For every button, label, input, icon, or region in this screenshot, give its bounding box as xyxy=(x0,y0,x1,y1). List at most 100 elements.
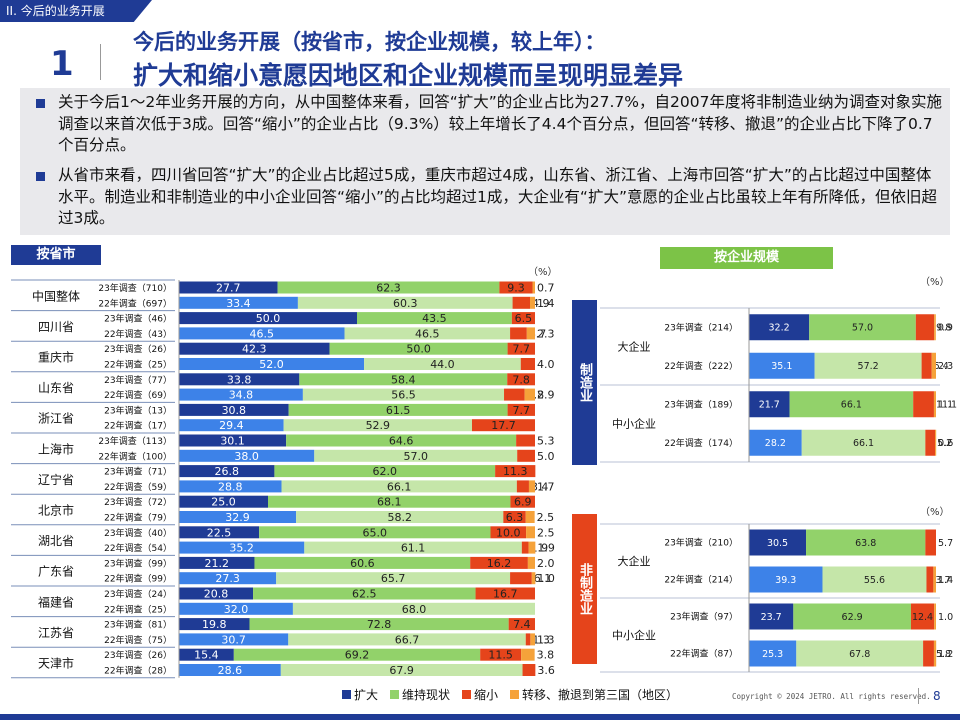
legend-label: 扩大 xyxy=(354,688,379,702)
bar-segment xyxy=(525,633,531,646)
company-size-name: 中小企业 xyxy=(612,628,656,642)
data-label: 27.7 xyxy=(216,281,241,294)
data-label: 66.7 xyxy=(395,633,420,646)
page-number: 8 xyxy=(933,689,941,703)
bar-segment xyxy=(528,541,536,554)
data-label: 66.1 xyxy=(841,400,862,411)
survey-year-label: 22年调查（79） xyxy=(104,512,172,524)
bar-segment xyxy=(507,373,535,386)
data-label: 52.0 xyxy=(259,358,284,371)
survey-year-label: 23年调查（24） xyxy=(104,588,172,600)
data-label: 58.2 xyxy=(387,511,412,524)
bar-segment xyxy=(749,603,794,630)
data-label: 5.2 xyxy=(937,438,952,449)
legend-swatch xyxy=(510,690,520,699)
bar-segment xyxy=(526,526,535,539)
bar-segment xyxy=(925,529,936,556)
data-label: 9.8 xyxy=(936,323,951,334)
data-label: 46.5 xyxy=(250,327,275,340)
legend-label: 维持现状 xyxy=(402,688,451,702)
data-label: 66.1 xyxy=(387,480,412,493)
bar-segment xyxy=(923,640,934,667)
bar-segment xyxy=(274,465,496,478)
bar-segment xyxy=(268,495,511,508)
data-label: 3.4 xyxy=(531,480,549,493)
chart-legend: 扩大 维持现状 缩小 转移、撤退到第三国（地区） xyxy=(342,686,678,703)
bar-segment xyxy=(179,556,255,569)
survey-year-label: 23年调查（13） xyxy=(104,404,172,416)
bar-segment xyxy=(179,296,298,309)
data-label: 39.3 xyxy=(775,575,796,586)
data-label: 66.1 xyxy=(853,438,874,449)
bar-segment xyxy=(806,529,926,556)
bar-segment xyxy=(749,429,802,456)
data-label: 57.0 xyxy=(403,450,428,463)
data-label: 22.5 xyxy=(207,526,232,539)
data-label: 0.9 xyxy=(938,323,953,334)
data-label: 50.0 xyxy=(406,343,431,356)
data-label: 25.3 xyxy=(762,649,783,660)
data-label: 72.8 xyxy=(367,618,392,631)
bar-segment xyxy=(314,449,518,462)
data-label: 3.6 xyxy=(537,664,555,677)
survey-year-label: 22年调查（174） xyxy=(664,437,738,449)
header-divider xyxy=(100,44,101,80)
data-label: 1.3 xyxy=(532,633,550,646)
data-label: 55.6 xyxy=(864,575,885,586)
survey-year-label: 22年调查（28） xyxy=(104,665,172,677)
bar-segment xyxy=(511,312,535,325)
summary-text: 关于今后1～2年业务开展的方向，从中国整体来看，回答“扩大”的企业占比为27.7… xyxy=(58,93,942,154)
bar-segment xyxy=(179,648,234,661)
survey-year-label: 22年调查（100） xyxy=(98,450,172,462)
bar-segment xyxy=(304,541,522,554)
bar-segment xyxy=(789,391,914,418)
bar-segment xyxy=(179,312,357,325)
bar-segment xyxy=(480,648,522,661)
survey-year-label: 23年调查（40） xyxy=(104,527,172,539)
data-label: 5.7 xyxy=(938,538,953,549)
data-label: 2.3 xyxy=(537,327,555,340)
page-subtitle: 今后的业务开展（按省市，按企业规模，较上年）： xyxy=(133,30,606,54)
data-label: 21.2 xyxy=(204,557,229,570)
bar-segment xyxy=(499,281,533,294)
survey-year-label: 23年调查（97） xyxy=(670,611,738,623)
data-label: 11.3 xyxy=(503,465,528,478)
bar-segment xyxy=(179,403,289,416)
data-label: 5.4 xyxy=(934,361,949,372)
page-title: 扩大和缩小意愿因地区和企业规模而呈现明显差异 xyxy=(133,61,684,90)
bar-segment xyxy=(749,529,807,556)
data-label: 62.9 xyxy=(842,612,863,623)
data-label: 46.5 xyxy=(415,327,440,340)
legend-item: 缩小 xyxy=(462,686,498,703)
bar-segment xyxy=(508,618,535,631)
bar-segment xyxy=(302,388,505,401)
data-label: 62.3 xyxy=(376,281,401,294)
data-label: 7.8 xyxy=(512,373,530,386)
bar-segment xyxy=(179,465,275,478)
legend-swatch xyxy=(462,690,472,699)
data-label: 9.3 xyxy=(507,281,525,294)
bar-segment xyxy=(512,296,531,309)
survey-year-label: 23年调查（189） xyxy=(664,398,738,410)
bar-segment xyxy=(179,449,315,462)
survey-year-label: 22年调查（214） xyxy=(664,574,738,586)
bar-segment xyxy=(281,480,517,493)
bar-segment xyxy=(530,296,535,309)
bar-segment xyxy=(288,403,508,416)
survey-year-label: 22年调查（87） xyxy=(670,648,738,660)
bar-segment xyxy=(179,342,330,355)
bar-segment xyxy=(517,449,535,462)
summary-bullet-2: 从省市来看，四川省回答“扩大”的企业占比超过5成，重庆市超过4成，山东省、浙江省… xyxy=(36,165,946,230)
data-label: 68.0 xyxy=(402,603,427,616)
data-label: 4.0 xyxy=(537,358,555,371)
legend-label: 缩小 xyxy=(474,688,499,702)
data-label: 16.2 xyxy=(487,557,512,570)
data-label: 67.8 xyxy=(849,649,870,660)
legend-item: 扩大 xyxy=(342,686,378,703)
bar-segment xyxy=(934,603,936,630)
province-name: 重庆市 xyxy=(38,350,74,365)
bar-segment xyxy=(522,664,536,676)
data-label: 38.0 xyxy=(234,450,259,463)
summary-text: 从省市来看，四川省回答“扩大”的企业占比超过5成，重庆市超过4成，山东省、浙江省… xyxy=(58,166,937,227)
data-label: 6.9 xyxy=(514,496,532,509)
